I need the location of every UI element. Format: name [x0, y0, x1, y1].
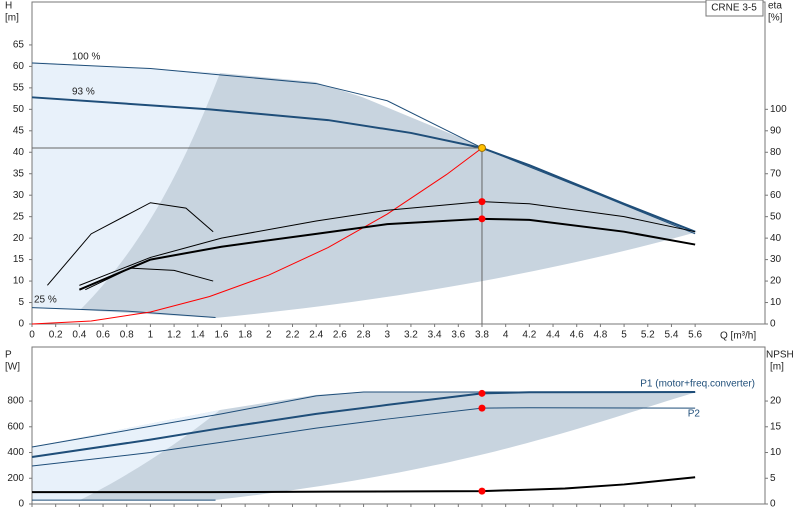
y-tick-label: 55 — [13, 83, 25, 94]
y-axis-title: P — [5, 350, 12, 361]
y-axis-unit: [m] — [5, 13, 19, 24]
y-tick-label: 25 — [13, 211, 25, 222]
x-tick-label: 1.6 — [215, 330, 229, 341]
curve — [31, 62, 696, 235]
y2-tick-label: 0 — [770, 499, 776, 510]
x-tick-label: 3 — [384, 330, 390, 341]
y-tick-label: 45 — [13, 125, 25, 136]
curve-label: 93 % — [72, 87, 95, 98]
y2-tick-label: 80 — [770, 147, 782, 158]
curve-label: 25 % — [34, 295, 57, 306]
y2-tick-label: 10 — [770, 447, 782, 458]
y2-tick-label: 5 — [770, 473, 776, 484]
y2-tick-label: 20 — [770, 396, 782, 407]
y-axis-unit: [W] — [5, 362, 20, 373]
y2-axis-title: eta — [768, 1, 782, 12]
x-axis-title: Q [m³/h] — [720, 331, 756, 342]
plot-frame — [31, 346, 766, 505]
y-tick-label: 400 — [7, 447, 24, 458]
duty-point — [478, 198, 486, 206]
x-tick-label: 1.8 — [238, 330, 252, 341]
x-tick-label: 3.8 — [475, 330, 489, 341]
y2-tick-label: 90 — [770, 125, 782, 136]
y-tick-label: 65 — [13, 40, 25, 51]
x-tick-label: 3.4 — [428, 330, 442, 341]
x-tick-label: 4.8 — [593, 330, 607, 341]
y-tick-label: 20 — [13, 233, 25, 244]
x-tick-label: 2.6 — [333, 330, 347, 341]
x-tick-label: 5.6 — [688, 330, 702, 341]
y2-tick-label: 60 — [770, 190, 782, 201]
duty-point — [478, 215, 486, 223]
y2-axis-title: NPSH — [766, 350, 794, 361]
duty-point — [477, 143, 486, 152]
duty-point — [478, 404, 486, 412]
y-axis-title: H — [5, 1, 12, 12]
x-tick-label: 3.6 — [451, 330, 465, 341]
curve — [47, 202, 214, 286]
curve — [31, 147, 483, 325]
curve — [78, 217, 696, 291]
curve — [85, 267, 214, 291]
x-tick-label: 0.6 — [96, 330, 110, 341]
y-tick-label: 0 — [18, 319, 24, 330]
y-tick-label: 35 — [13, 168, 25, 179]
y-tick-label: 30 — [13, 190, 25, 201]
x-tick-label: 5.2 — [641, 330, 655, 341]
curve — [31, 96, 696, 233]
x-tick-label: 2 — [266, 330, 272, 341]
x-tick-label: 0.4 — [72, 330, 86, 341]
x-tick-label: 0.2 — [49, 330, 63, 341]
y-tick-label: 15 — [13, 254, 25, 265]
y-tick-label: 600 — [7, 421, 24, 432]
x-tick-label: 4.6 — [570, 330, 584, 341]
y-tick-label: 800 — [7, 396, 24, 407]
y2-tick-label: 30 — [770, 254, 782, 265]
x-tick-label: 2.8 — [357, 330, 371, 341]
x-tick-label: 0.8 — [120, 330, 134, 341]
x-tick-label: 2.4 — [309, 330, 323, 341]
curve — [31, 407, 696, 467]
y2-tick-label: 20 — [770, 276, 782, 287]
label-box — [705, 0, 764, 17]
y2-axis-unit: [m] — [770, 362, 784, 373]
x-tick-label: 1.2 — [167, 330, 181, 341]
y-tick-label: 40 — [13, 147, 25, 158]
curve-label: P1 (motor+freq.converter) — [640, 379, 755, 390]
y2-tick-label: 10 — [770, 297, 782, 308]
y2-tick-label: 100 — [770, 104, 787, 115]
x-tick-label: 4 — [503, 330, 509, 341]
y-tick-label: 5 — [18, 297, 24, 308]
x-tick-label: 2.2 — [286, 330, 300, 341]
y2-tick-label: 50 — [770, 211, 782, 222]
x-tick-label: 3.2 — [404, 330, 418, 341]
x-tick-label: 5.4 — [664, 330, 678, 341]
x-tick-label: 1.4 — [191, 330, 205, 341]
y-tick-label: 0 — [18, 499, 24, 510]
x-tick-label: 1 — [148, 330, 154, 341]
y2-tick-label: 15 — [770, 421, 782, 432]
y-tick-label: 200 — [7, 473, 24, 484]
plot-frame — [31, 1, 766, 325]
y2-tick-label: 0 — [770, 319, 776, 330]
duty-point — [478, 487, 486, 495]
x-tick-label: 0 — [29, 330, 35, 341]
x-tick-label: 5 — [621, 330, 627, 341]
x-tick-label: 4.4 — [546, 330, 560, 341]
curve — [31, 307, 216, 319]
curve-label: P2 — [688, 409, 701, 420]
y-tick-label: 10 — [13, 276, 25, 287]
x-tick-label: 4.2 — [522, 330, 536, 341]
y2-axis-unit: [%] — [768, 13, 783, 24]
y-tick-label: 60 — [13, 61, 25, 72]
y-tick-label: 50 — [13, 104, 25, 115]
y2-tick-label: 70 — [770, 168, 782, 179]
y2-tick-label: 40 — [770, 233, 782, 244]
pump-label: CRNE 3-5 — [711, 3, 757, 14]
curve — [79, 201, 696, 286]
curve-label: 100 % — [72, 52, 100, 63]
curve — [31, 391, 696, 459]
duty-point — [478, 389, 486, 397]
